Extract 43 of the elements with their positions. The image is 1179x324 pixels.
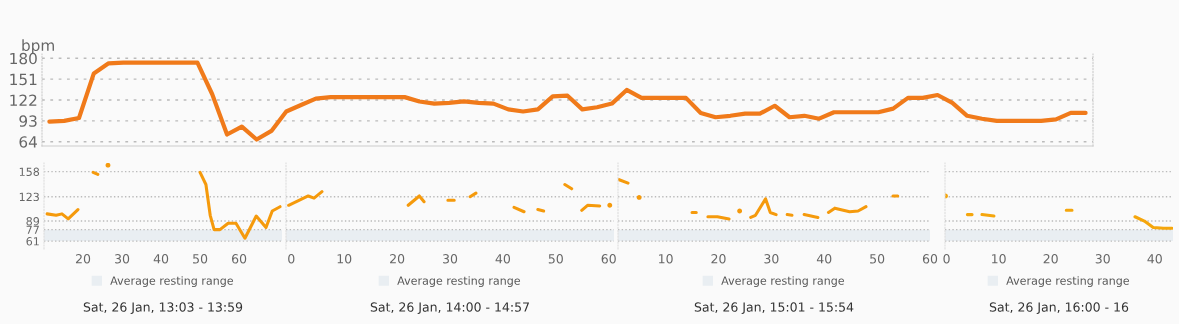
line-series bbox=[47, 60, 1088, 142]
y-tick-label: 89 bbox=[26, 217, 40, 226]
x-tick-label: 30 bbox=[1095, 254, 1110, 264]
y-tick-label: 93 bbox=[19, 115, 37, 127]
y-axis-title: bpm bbox=[22, 39, 54, 54]
y-tick-label: 122 bbox=[10, 94, 37, 106]
x-tick-label: 60 bbox=[922, 254, 938, 264]
x-tick-label: 10 bbox=[337, 254, 352, 264]
x-tick-label: 50 bbox=[548, 254, 563, 264]
y-tick-label: 61 bbox=[26, 237, 39, 246]
x-tick-label: 20 bbox=[75, 254, 91, 264]
x-tick-label: 50 bbox=[193, 254, 208, 264]
x-tick-label: 10 bbox=[992, 254, 1006, 264]
x-tick-label: 50 bbox=[870, 254, 885, 264]
y-tick-label: 123 bbox=[19, 192, 39, 202]
x-tick-label: 10 bbox=[659, 254, 673, 264]
x-tick-label: 40 bbox=[495, 254, 511, 264]
x-tick-label: 0 bbox=[943, 254, 950, 264]
x-axis-title: Sat, 26 Jan, 16:00 - 16 bbox=[989, 302, 1129, 315]
x-tick-label: 30 bbox=[764, 254, 779, 264]
x-tick-label: 30 bbox=[443, 254, 458, 264]
x-axis-title: Sat, 26 Jan, 14:00 - 14:57 bbox=[370, 302, 529, 315]
x-tick-label: 60 bbox=[601, 254, 616, 264]
x-axis-title: Sat, 26 Jan, 13:03 - 13:59 bbox=[83, 302, 243, 315]
x-tick-label: 20 bbox=[711, 254, 726, 264]
x-tick-label: 30 bbox=[115, 254, 130, 264]
legend-label: Average resting range bbox=[1006, 276, 1130, 287]
y-tick-label: 64 bbox=[19, 136, 37, 148]
x-tick-label: 20 bbox=[1043, 254, 1058, 264]
y-tick-label: 151 bbox=[10, 73, 37, 86]
y-tick-label: 180 bbox=[10, 52, 37, 65]
y-tick-label: 158 bbox=[19, 167, 40, 176]
y-tick-label: 77 bbox=[26, 225, 39, 234]
x-tick-label: 40 bbox=[816, 254, 832, 264]
x-tick-label: 40 bbox=[1147, 254, 1162, 264]
legend-label: Average resting range bbox=[397, 276, 521, 287]
legend-label: Average resting range bbox=[110, 276, 234, 287]
legend-label: Average resting range bbox=[721, 276, 845, 287]
x-axis-title: Sat, 26 Jan, 15:01 - 15:54 bbox=[694, 302, 854, 315]
x-tick-label: 40 bbox=[153, 254, 169, 264]
x-tick-label: 60 bbox=[232, 254, 247, 264]
x-tick-label: 0 bbox=[288, 254, 295, 264]
x-tick-label: 20 bbox=[390, 254, 405, 264]
